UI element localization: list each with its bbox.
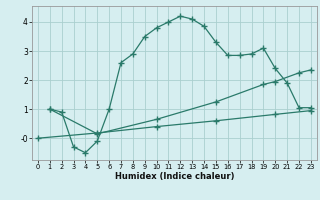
X-axis label: Humidex (Indice chaleur): Humidex (Indice chaleur)	[115, 172, 234, 181]
